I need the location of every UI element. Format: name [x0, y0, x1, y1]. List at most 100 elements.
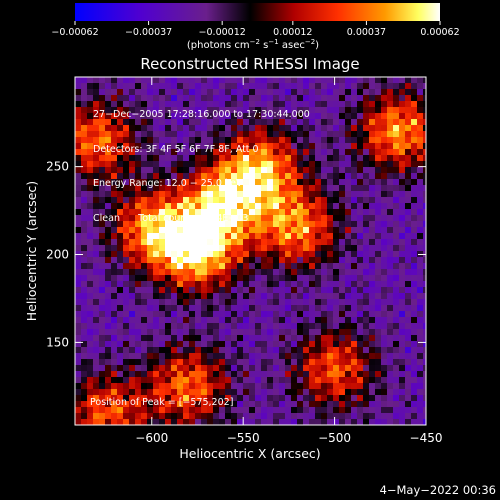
heatmap-cell	[411, 329, 418, 336]
heatmap-cell	[369, 365, 376, 372]
heatmap-cell	[261, 251, 268, 258]
heatmap-cell	[219, 317, 226, 324]
heatmap-cell	[411, 77, 418, 84]
heatmap-cell	[333, 419, 340, 425]
heatmap-cell	[309, 377, 316, 384]
heatmap-cell	[375, 317, 382, 324]
heatmap-cell	[423, 371, 426, 378]
heatmap-cell	[381, 269, 388, 276]
heatmap-cell	[177, 401, 184, 408]
heatmap-cell	[225, 95, 232, 102]
heatmap-cell	[411, 179, 418, 186]
heatmap-cell	[183, 275, 190, 282]
heatmap-cell	[369, 257, 376, 264]
heatmap-cell	[195, 407, 202, 414]
heatmap-cell	[375, 119, 382, 126]
heatmap-cell	[261, 155, 268, 162]
heatmap-cell	[171, 197, 178, 204]
heatmap-cell	[231, 227, 238, 234]
heatmap-cell	[303, 341, 310, 348]
heatmap-cell	[339, 89, 346, 96]
heatmap-cell	[237, 161, 244, 168]
heatmap-cell	[327, 419, 334, 425]
heatmap-cell	[93, 119, 100, 126]
heatmap-cell	[255, 335, 262, 342]
heatmap-cell	[249, 179, 256, 186]
heatmap-cell	[225, 305, 232, 312]
heatmap-cell	[189, 347, 196, 354]
heatmap-cell	[141, 317, 148, 324]
heatmap-cell	[129, 83, 136, 90]
heatmap-cell	[99, 113, 106, 120]
heatmap-cell	[159, 185, 166, 192]
heatmap-cell	[93, 173, 100, 180]
heatmap-cell	[297, 95, 304, 102]
heatmap-cell	[339, 329, 346, 336]
heatmap-cell	[225, 347, 232, 354]
heatmap-cell	[117, 143, 124, 150]
heatmap-cell	[93, 371, 100, 378]
heatmap-cell	[399, 317, 406, 324]
heatmap-cell	[75, 203, 82, 210]
heatmap-cell	[363, 149, 370, 156]
heatmap-cell	[417, 299, 424, 306]
heatmap-cell	[279, 77, 286, 84]
heatmap-cell	[321, 323, 328, 330]
heatmap-cell	[213, 101, 220, 108]
heatmap-cell	[111, 233, 118, 240]
heatmap-cell	[219, 107, 226, 114]
heatmap-cell	[417, 395, 424, 402]
heatmap-cell	[327, 347, 334, 354]
heatmap-cell	[225, 389, 232, 396]
heatmap-cell	[195, 395, 202, 402]
heatmap-cell	[111, 83, 118, 90]
heatmap-cell	[171, 209, 178, 216]
heatmap-cell	[171, 257, 178, 264]
heatmap-cell	[243, 347, 250, 354]
heatmap-cell	[291, 149, 298, 156]
heatmap-cell	[255, 89, 262, 96]
heatmap-cell	[273, 209, 280, 216]
heatmap-cell	[75, 383, 82, 390]
heatmap-cell	[93, 275, 100, 282]
heatmap-cell	[321, 221, 328, 228]
heatmap-cell	[333, 245, 340, 252]
heatmap-cell	[117, 317, 124, 324]
heatmap-cell	[375, 323, 382, 330]
heatmap-cell	[381, 227, 388, 234]
heatmap-cell	[255, 245, 262, 252]
heatmap-cell	[369, 143, 376, 150]
heatmap-cell	[183, 353, 190, 360]
heatmap-cell	[225, 401, 232, 408]
heatmap-cell	[369, 191, 376, 198]
heatmap-cell	[261, 359, 268, 366]
heatmap-cell	[237, 191, 244, 198]
heatmap-cell	[165, 395, 172, 402]
heatmap-cell	[99, 167, 106, 174]
heatmap-cell	[261, 137, 268, 144]
heatmap-cell	[333, 335, 340, 342]
heatmap-cell	[111, 143, 118, 150]
heatmap-cell	[201, 395, 208, 402]
heatmap-cell	[285, 335, 292, 342]
heatmap-cell	[231, 329, 238, 336]
heatmap-cell	[327, 395, 334, 402]
heatmap-cell	[111, 275, 118, 282]
heatmap-cell	[411, 149, 418, 156]
heatmap-cell	[255, 383, 262, 390]
heatmap-cell	[171, 287, 178, 294]
heatmap-cell	[309, 359, 316, 366]
heatmap-cell	[213, 113, 220, 120]
heatmap-cell	[195, 131, 202, 138]
heatmap-cell	[159, 77, 166, 84]
heatmap-cell	[225, 107, 232, 114]
heatmap-cell	[207, 233, 214, 240]
heatmap-cell	[177, 101, 184, 108]
heatmap-cell	[387, 101, 394, 108]
heatmap-cell	[339, 353, 346, 360]
heatmap-cell	[255, 377, 262, 384]
heatmap-cell	[147, 323, 154, 330]
heatmap-cell	[171, 203, 178, 210]
heatmap-cell	[207, 293, 214, 300]
heatmap-cell	[357, 383, 364, 390]
